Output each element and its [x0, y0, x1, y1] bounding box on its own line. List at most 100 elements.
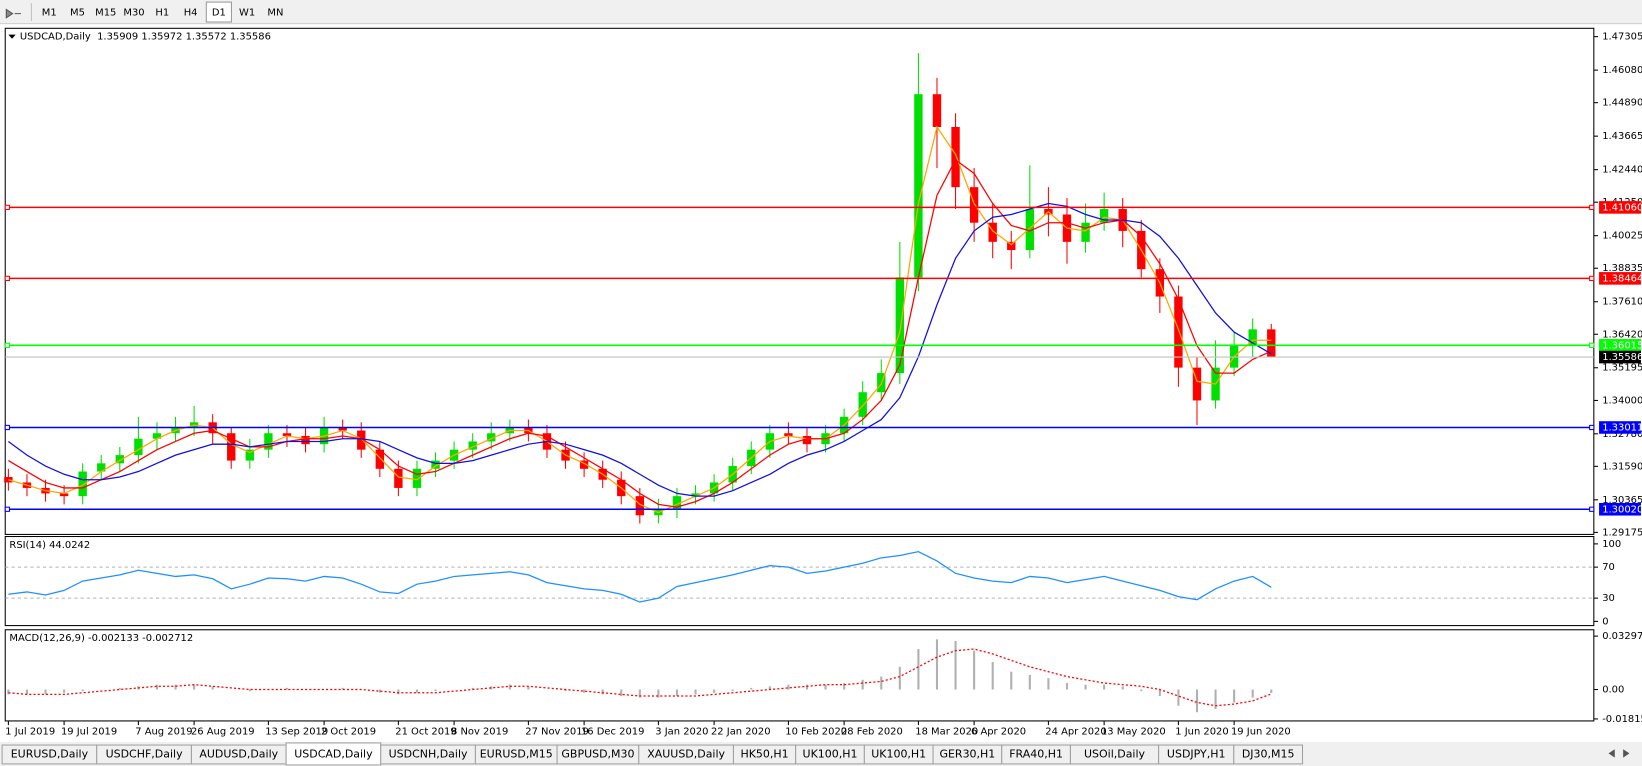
- candle-body: [487, 433, 496, 442]
- candle-body: [1099, 209, 1109, 223]
- tab-label: USDCNH,Daily: [389, 747, 468, 760]
- y-tick-label: 100: [1602, 539, 1621, 550]
- tab-label: DJ30,M15: [1242, 747, 1295, 760]
- candle-body: [672, 496, 682, 510]
- level-label: 1.36015: [1602, 340, 1642, 351]
- candle-body: [1248, 329, 1257, 346]
- level-label-box: [1599, 421, 1641, 434]
- x-tick-label: 16 Dec 2019: [581, 726, 644, 737]
- tab-label: UK100,H1: [803, 747, 858, 760]
- level-handle: [1589, 204, 1595, 211]
- y-tick-label: 0: [1602, 616, 1608, 627]
- tab-label: XAUUSD,Daily: [647, 747, 725, 760]
- candle-body: [301, 435, 310, 445]
- y-tick-label: 1.35195: [1602, 363, 1642, 374]
- timeframe-button[interactable]: M1: [42, 8, 57, 19]
- level-handle: [1589, 506, 1595, 512]
- x-tick-label: 2 Oct 2019: [321, 726, 376, 737]
- level-label-box: [1599, 201, 1641, 214]
- level-handle: [4, 204, 10, 211]
- x-tick-label: 21 Oct 2019: [395, 726, 456, 737]
- x-tick-label: 24 Apr 2020: [1045, 726, 1106, 737]
- timeframe-button[interactable]: M5: [70, 8, 85, 19]
- timeframe-button[interactable]: H1: [155, 8, 169, 19]
- x-tick-label: 6 Apr 2020: [971, 726, 1026, 737]
- timeframe-button[interactable]: MN: [267, 8, 283, 19]
- tab-label: GBPUSD,M30: [561, 747, 634, 760]
- tab-scroll[interactable]: [1608, 749, 1630, 758]
- tab-label: EURUSD,M15: [480, 747, 553, 760]
- candle-body: [97, 463, 106, 472]
- level-handle: [1589, 275, 1595, 281]
- timeframe-button[interactable]: M30: [123, 8, 144, 19]
- level-label-box: [1599, 502, 1641, 516]
- chart-area: [0, 24, 1642, 743]
- symbol-menu[interactable]: [8, 34, 16, 39]
- toolbar: [0, 0, 1642, 25]
- candle-body: [1081, 222, 1090, 242]
- level-handle: [1589, 424, 1595, 431]
- level-handle: [4, 275, 10, 281]
- candle-body: [394, 468, 403, 488]
- tab-label: EURUSD,Daily: [11, 747, 89, 760]
- tool-icon[interactable]: [5, 8, 21, 19]
- last-price-box: [1599, 350, 1641, 364]
- indicator-line: [8, 202, 1272, 497]
- candle-body: [1007, 241, 1016, 251]
- panel-frame: [4, 27, 1595, 535]
- level-handle: [4, 506, 10, 512]
- y-tick-label: 0.032972: [1602, 631, 1642, 642]
- candle-body: [264, 433, 273, 450]
- y-tick-label: 0.00: [1602, 685, 1624, 696]
- candle-body: [784, 433, 793, 436]
- level-label: 1.30020: [1602, 504, 1642, 515]
- candle-body: [1025, 209, 1035, 251]
- y-tick-label: 30: [1602, 593, 1615, 604]
- x-tick-label: 13 May 2020: [1101, 726, 1166, 737]
- level-label: 1.33011: [1602, 422, 1642, 433]
- tab-label: USDJPY,H1: [1167, 747, 1226, 760]
- candle-body: [895, 277, 905, 374]
- candle-body: [245, 449, 255, 461]
- timeframe-button[interactable]: M15: [95, 8, 116, 19]
- last-price-label: 1.35586: [1602, 352, 1642, 363]
- candle-body: [1192, 367, 1202, 401]
- tab-label: FRA40,H1: [1009, 747, 1063, 760]
- timeframe-button[interactable]: H4: [184, 8, 198, 19]
- candle-body: [282, 433, 292, 436]
- y-tick-label: 1.47305: [1602, 32, 1642, 43]
- level-label: 1.41060: [1602, 202, 1642, 213]
- candle-body: [375, 449, 385, 469]
- tab-label: HK50,H1: [740, 747, 788, 760]
- x-tick-label: 22 Jan 2020: [711, 726, 771, 737]
- x-tick-label: 19 Jul 2019: [61, 726, 117, 737]
- timeframe-active: [205, 1, 232, 23]
- candle-body: [802, 435, 812, 445]
- candle-body: [59, 493, 69, 497]
- tab[interactable]: [1233, 744, 1304, 765]
- candle-body: [1174, 296, 1183, 368]
- timeframe-button[interactable]: D1: [212, 8, 226, 19]
- x-tick-label: 18 Mar 2020: [915, 726, 978, 737]
- candle-body: [988, 222, 997, 242]
- level-label-box: [1599, 339, 1641, 352]
- candle-body: [412, 468, 422, 488]
- candle-body: [115, 455, 124, 464]
- candle-body: [152, 433, 162, 439]
- level-handle: [4, 342, 10, 348]
- x-tick-label: 3 Jan 2020: [655, 726, 708, 737]
- candle-body: [691, 493, 700, 497]
- y-tick-label: 1.36420: [1602, 329, 1642, 340]
- level-label-box: [1599, 272, 1641, 285]
- y-tick-label: 1.46080: [1602, 65, 1642, 76]
- candle-body: [951, 127, 960, 188]
- indicator-line: [8, 550, 1272, 603]
- level-handle: [4, 424, 10, 431]
- candle-body: [134, 438, 143, 456]
- y-tick-label: 1.31590: [1602, 461, 1642, 472]
- panel-title: MACD(12,26,9) -0.002133 -0.002712: [9, 633, 193, 644]
- candle-body: [431, 460, 440, 469]
- candle-body: [932, 94, 942, 128]
- timeframe-button[interactable]: W1: [239, 8, 255, 19]
